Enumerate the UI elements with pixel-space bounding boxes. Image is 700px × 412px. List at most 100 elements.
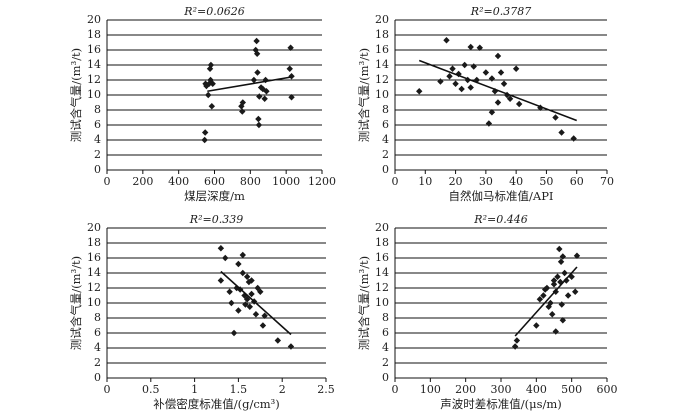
data-point — [250, 76, 258, 84]
data-point — [467, 84, 474, 91]
x-tick-label: 400 — [526, 383, 547, 396]
y-tick-label: 10 — [375, 296, 389, 309]
y-tick-label: 12 — [375, 281, 389, 294]
data-point — [547, 299, 554, 307]
y-tick-label: 20 — [87, 13, 101, 26]
data-point — [558, 129, 565, 136]
data-point — [557, 258, 565, 265]
y-tick-label: 2 — [94, 148, 101, 161]
data-point — [494, 99, 502, 106]
y-tick-label: 2 — [382, 356, 389, 369]
data-point — [288, 73, 295, 80]
y-tick-label: 16 — [87, 251, 101, 264]
y-tick-label: 18 — [375, 236, 389, 249]
x-tick-label: 1.5 — [230, 383, 248, 396]
x-tick-label: 800 — [240, 175, 261, 188]
data-point — [248, 290, 255, 298]
y-tick-label: 12 — [87, 281, 101, 294]
y-tick-label: 6 — [94, 326, 101, 339]
data-point — [238, 103, 245, 110]
data-point — [248, 277, 255, 284]
x-tick-label: 40 — [509, 175, 523, 188]
y-tick-label: 6 — [94, 118, 101, 131]
data-point — [205, 80, 213, 87]
data-point — [255, 115, 262, 123]
y-tick-label: 20 — [375, 221, 389, 234]
y-tick-label: 2 — [382, 148, 389, 161]
chart-title: R²=0.3787 — [470, 5, 531, 18]
data-point — [536, 296, 544, 303]
data-point — [288, 94, 295, 101]
y-tick-label: 20 — [375, 13, 389, 26]
data-point — [287, 44, 294, 51]
data-point — [256, 93, 263, 100]
y-tick-label: 16 — [375, 43, 389, 56]
data-point — [207, 61, 215, 69]
data-point — [467, 43, 474, 51]
y-tick-label: 14 — [375, 266, 389, 279]
data-point — [217, 277, 225, 284]
data-point — [549, 311, 556, 318]
data-point — [511, 343, 519, 350]
y-tick-label: 12 — [87, 73, 101, 86]
y-tick-label: 16 — [375, 251, 389, 264]
x-tick-label: 200 — [455, 383, 476, 396]
data-point — [558, 301, 565, 308]
data-point — [246, 303, 253, 310]
data-point — [506, 95, 514, 102]
y-tick-label: 14 — [375, 58, 389, 71]
y-axis-label: 测试含气量/(m³/t) — [357, 256, 371, 350]
data-point — [203, 82, 210, 90]
x-tick-label: 100 — [420, 383, 441, 396]
x-tick-label: 0 — [104, 383, 111, 396]
y-tick-label: 10 — [87, 296, 101, 309]
data-point — [201, 136, 208, 144]
data-point — [230, 329, 238, 337]
x-tick-label: 1 — [191, 383, 198, 396]
data-point — [254, 69, 261, 76]
data-point — [461, 61, 468, 69]
x-tick-label: 200 — [132, 175, 153, 188]
x-tick-label: 0 — [104, 175, 111, 188]
data-point — [287, 343, 295, 350]
data-point — [563, 277, 570, 284]
y-tick-label: 18 — [375, 28, 389, 41]
x-tick-label: 300 — [491, 383, 512, 396]
data-point — [253, 50, 261, 57]
data-point — [497, 69, 505, 76]
data-point — [263, 88, 270, 95]
data-point — [564, 292, 572, 299]
data-point — [512, 65, 520, 72]
x-tick-label: 0.5 — [142, 383, 160, 396]
x-axis-label: 煤层深度/m — [184, 189, 245, 203]
x-tick-label: 50 — [539, 175, 553, 188]
x-tick-label: 2.5 — [317, 383, 335, 396]
data-point — [239, 269, 246, 277]
y-axis-label: 测试含气量/(m³/t) — [69, 256, 83, 350]
y-axis-label: 测试含气量/(m³/t) — [69, 48, 83, 142]
data-point — [573, 252, 581, 259]
y-tick-label: 6 — [382, 326, 389, 339]
data-point — [476, 44, 483, 51]
data-point — [488, 75, 496, 82]
y-tick-label: 0 — [382, 163, 389, 176]
data-point — [243, 273, 251, 280]
data-point — [545, 303, 552, 310]
x-axis-label: 自然伽马标准值/API — [449, 189, 554, 203]
data-point — [239, 108, 246, 115]
data-point — [228, 299, 235, 307]
y-tick-label: 4 — [382, 133, 389, 146]
data-point — [458, 85, 465, 93]
data-point — [446, 73, 453, 80]
x-axis-label: 声波时差标准值/(μs/m) — [440, 397, 562, 411]
data-point — [485, 120, 493, 127]
data-point — [570, 135, 577, 142]
data-point — [239, 251, 246, 259]
data-point — [513, 337, 521, 344]
y-tick-label: 0 — [382, 371, 389, 384]
data-point — [482, 69, 490, 76]
data-point — [257, 288, 264, 295]
data-point — [540, 292, 547, 299]
data-point — [533, 322, 540, 329]
y-tick-label: 14 — [87, 58, 101, 71]
